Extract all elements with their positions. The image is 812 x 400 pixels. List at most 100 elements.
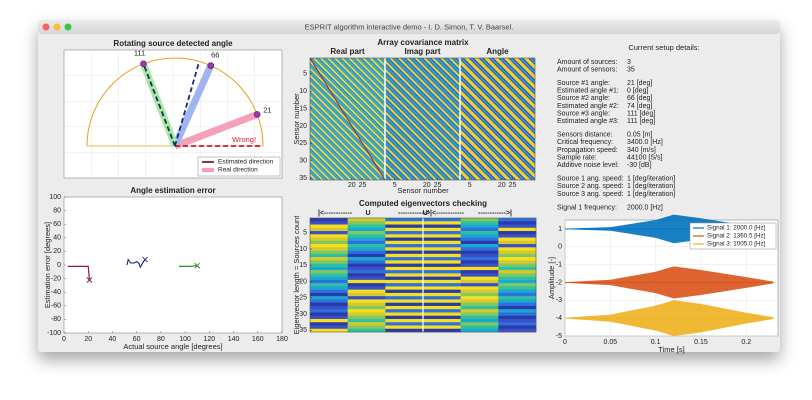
x-tick-label: 20 (423, 182, 431, 189)
detail-label: Critical frequency: (557, 139, 613, 146)
detail-value: 44100 [S/s] (627, 154, 662, 161)
eigen-cell (423, 286, 461, 290)
x-tick-label: 140 (228, 336, 240, 343)
header-part: U' (423, 210, 430, 217)
detail-label: Source 3 ang. speed: (557, 191, 624, 198)
x-tick-label: 25 (359, 182, 367, 189)
minimize-button[interactable] (53, 23, 61, 31)
eigen-cell (498, 296, 537, 300)
y-tick-label: 80 (53, 207, 61, 214)
eigen-cell (347, 257, 386, 261)
eigen-cell (498, 227, 537, 232)
y-axis-label: Estimation error [degrees] (43, 222, 52, 308)
eigen-cell (460, 315, 499, 320)
close-button[interactable] (42, 23, 50, 31)
eigen-cell (498, 283, 537, 287)
y-tick-label: 5 (303, 71, 307, 78)
eigen-cell (385, 325, 424, 330)
y-tick-label: 10 (299, 246, 307, 253)
eigen-cell (347, 263, 386, 268)
eigen-cell (498, 260, 537, 264)
eigen-cell (460, 328, 499, 333)
detail-label: Source #2 angle: (557, 95, 610, 102)
detail-label: Sample rate: (557, 154, 597, 161)
x-tick-label: 25 (509, 182, 517, 189)
y-tick-label: 25 (299, 295, 307, 302)
eigen-cell (310, 312, 348, 317)
heatmap (460, 58, 535, 180)
details-heading: Current setup details: (628, 43, 699, 52)
source-marker (253, 111, 261, 118)
eigen-cell (385, 250, 424, 255)
eigen-cell (385, 273, 424, 277)
eigen-cell (347, 270, 386, 274)
detail-value: 111 [deg] (627, 110, 655, 117)
eigen-cell (460, 318, 499, 323)
eigen-cell (310, 224, 348, 229)
eigen-cell (347, 218, 386, 222)
y-tick-label: 1 (558, 226, 562, 233)
eigen-cell (310, 292, 348, 297)
eigen-cell (347, 224, 386, 229)
eigen-cell (460, 234, 499, 238)
eigen-cell (385, 237, 424, 242)
eigen-cell (460, 299, 499, 303)
eigen-cell (347, 309, 386, 313)
y-axis-label: Sensor number (292, 93, 301, 145)
eigen-cell (498, 266, 537, 271)
x-tick-label: 0.05 (604, 339, 618, 346)
axes-box (63, 196, 283, 334)
eigen-cell (385, 227, 424, 232)
detail-label: Signal 1 frequency: (557, 204, 617, 211)
eigen-cell (460, 250, 499, 255)
eigen-cell (385, 244, 424, 248)
eigen-cell (498, 273, 537, 277)
warning-label: Wrong! (232, 135, 256, 144)
diagonal (309, 57, 386, 181)
eigen-cell (347, 289, 386, 294)
eigen-cell (423, 325, 461, 330)
x-tick-label: 100 (179, 336, 191, 343)
eigen-cell (423, 273, 461, 277)
eigen-cell (423, 270, 461, 274)
panel-title: Computed eigenvectors checking (359, 199, 487, 208)
y-tick-label: 20 (53, 248, 61, 255)
axes-box (309, 217, 537, 333)
eigen-cell (347, 283, 386, 287)
eigen-cell (310, 299, 348, 303)
eigen-cell (423, 234, 461, 238)
eigen-cell (498, 309, 537, 313)
eigen-cell (385, 221, 424, 225)
eigen-cell (423, 231, 461, 235)
x-tick-label: 5 (468, 182, 472, 189)
detail-value: 0.05 [m] (627, 132, 652, 139)
x-axis-label: Time [s] (658, 345, 684, 354)
panel-label: Imag part (404, 47, 440, 56)
detail-label: Source 2 ang. speed: (557, 183, 624, 190)
eigen-cell (498, 328, 537, 333)
eigen-cell (347, 244, 386, 248)
eigen-cell (460, 244, 499, 248)
eigen-cell (460, 240, 499, 245)
eigen-cell (310, 286, 348, 290)
eigen-cell (310, 227, 348, 232)
eigen-cell (498, 292, 537, 297)
eigen-cell (423, 315, 461, 320)
y-tick-label: 25 (299, 140, 307, 147)
eigen-cell (423, 237, 461, 242)
header-part: |<------------ (318, 210, 353, 217)
estimated-direction (142, 63, 176, 147)
eigen-cell (310, 244, 348, 248)
eigen-cell (423, 263, 461, 268)
eigen-cell (310, 260, 348, 264)
eigen-cell (423, 218, 461, 222)
panel-title: Array covariance matrix (377, 38, 469, 47)
eigen-cell (423, 260, 461, 264)
zoom-button[interactable] (64, 23, 72, 31)
eigen-cell (460, 227, 499, 232)
legend-box (197, 156, 281, 177)
eigen-cell (385, 257, 424, 261)
error-line (126, 258, 146, 269)
x-axis-label: Sensor number (397, 186, 449, 195)
eigen-cell (460, 305, 499, 310)
